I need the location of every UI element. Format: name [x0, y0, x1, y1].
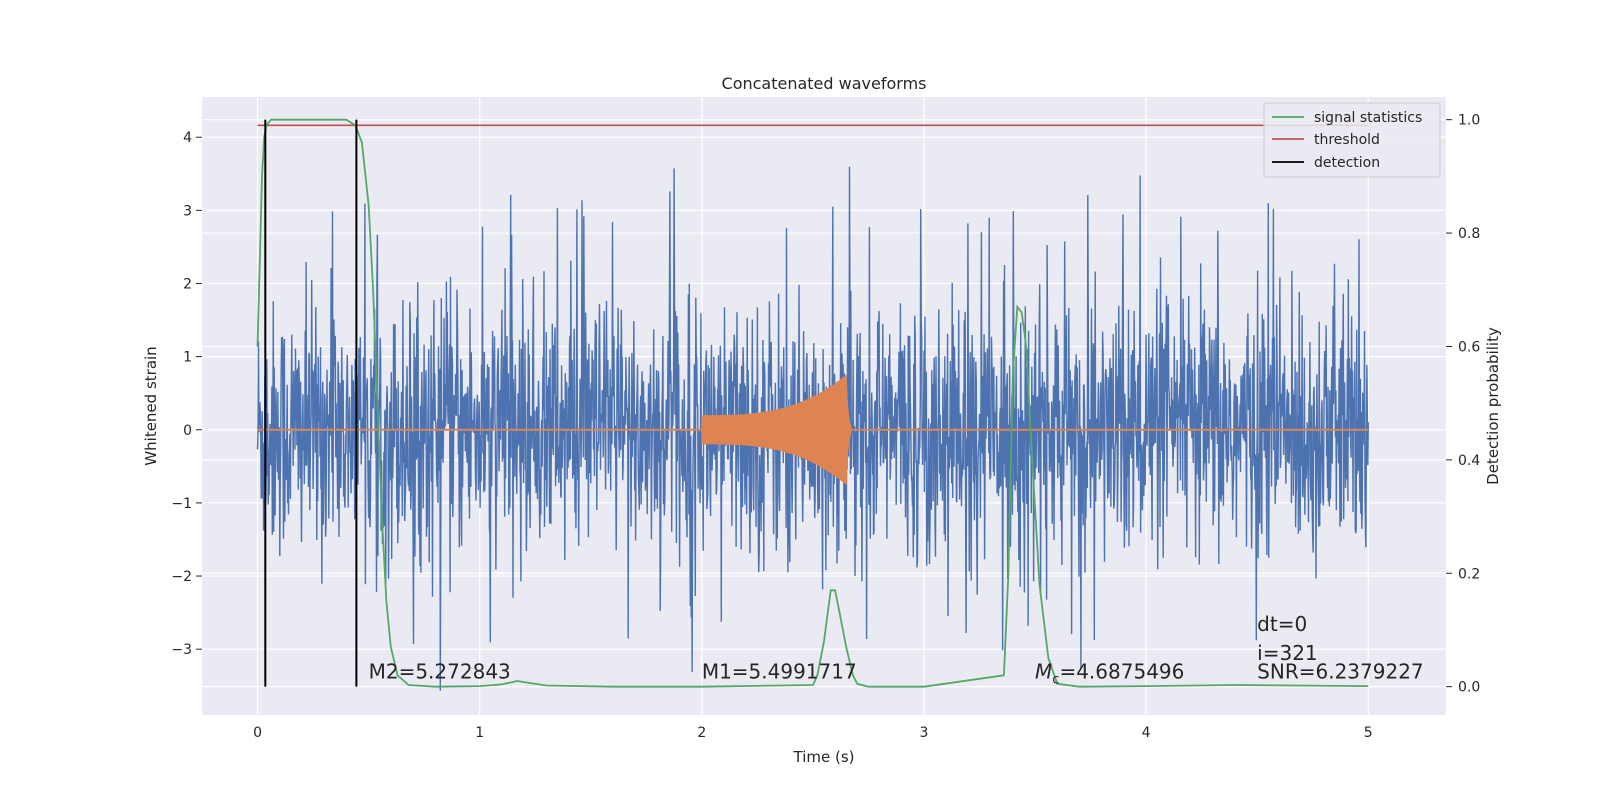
x-tick-label: 1	[475, 725, 484, 741]
plot-area	[256, 118, 1369, 691]
y-tick-label: 1	[183, 350, 192, 366]
y-tick-label: 3	[183, 203, 192, 219]
y-right-tick-label: 0.2	[1458, 566, 1480, 582]
x-tick-label: 2	[697, 725, 706, 741]
legend-box	[1263, 102, 1441, 178]
annotations: M2=5.272843 M1=5.4991717 Mc=4.6875496 dt=0 i…	[369, 612, 1424, 688]
annotation: SNR=6.2379227	[1257, 659, 1423, 683]
annotation: M2=5.272843	[369, 659, 511, 683]
y-right-axis-ticks: 0.0 0.2 0.4 0.6 0.8 1.0	[1446, 113, 1480, 696]
y-axis-label: Whitened strain	[142, 346, 160, 465]
y-tick-label: 2	[183, 276, 192, 292]
legend-label-threshold: threshold	[1314, 132, 1380, 148]
y-right-tick-label: 0.4	[1458, 453, 1480, 469]
legend: signal statistics threshold detection	[1263, 102, 1441, 178]
x-tick-label: 3	[920, 725, 929, 741]
y-right-tick-label: 0.6	[1458, 339, 1480, 355]
y-axis-ticks: −3 −2 −1 0 1 2 3 4	[171, 130, 202, 658]
y-tick-label: 0	[183, 423, 192, 439]
y-right-tick-label: 0.8	[1458, 226, 1480, 242]
legend-label-detection: detection	[1314, 155, 1380, 171]
legend-label-signal-statistics: signal statistics	[1314, 110, 1422, 126]
x-tick-label: 4	[1142, 725, 1151, 741]
x-tick-label: 0	[253, 725, 262, 741]
injected-signal-series	[701, 375, 852, 485]
y-right-axis-label: Detection probability	[1484, 327, 1502, 485]
y-tick-label: −2	[171, 569, 192, 585]
detection-lines	[264, 119, 358, 687]
x-tick-label: 5	[1364, 725, 1373, 741]
y-tick-label: −3	[171, 642, 192, 658]
annotation: Mc=4.6875496	[1035, 659, 1184, 687]
y-right-tick-label: 0.0	[1458, 680, 1480, 696]
x-axis-ticks: 0 1 2 3 4 5	[253, 725, 1373, 741]
x-axis-label: Time (s)	[793, 748, 855, 766]
y-tick-label: 4	[183, 130, 192, 146]
annotation: M1=5.4991717	[702, 659, 857, 683]
y-right-tick-label: 1.0	[1458, 113, 1480, 129]
annotation: i=321	[1257, 641, 1318, 665]
signal-statistics-line	[256, 118, 1369, 688]
annotation: dt=0	[1257, 612, 1307, 636]
noise-series	[256, 166, 1369, 691]
y-tick-label: −1	[171, 496, 192, 512]
chart-title: Concatenated waveforms	[722, 74, 927, 93]
